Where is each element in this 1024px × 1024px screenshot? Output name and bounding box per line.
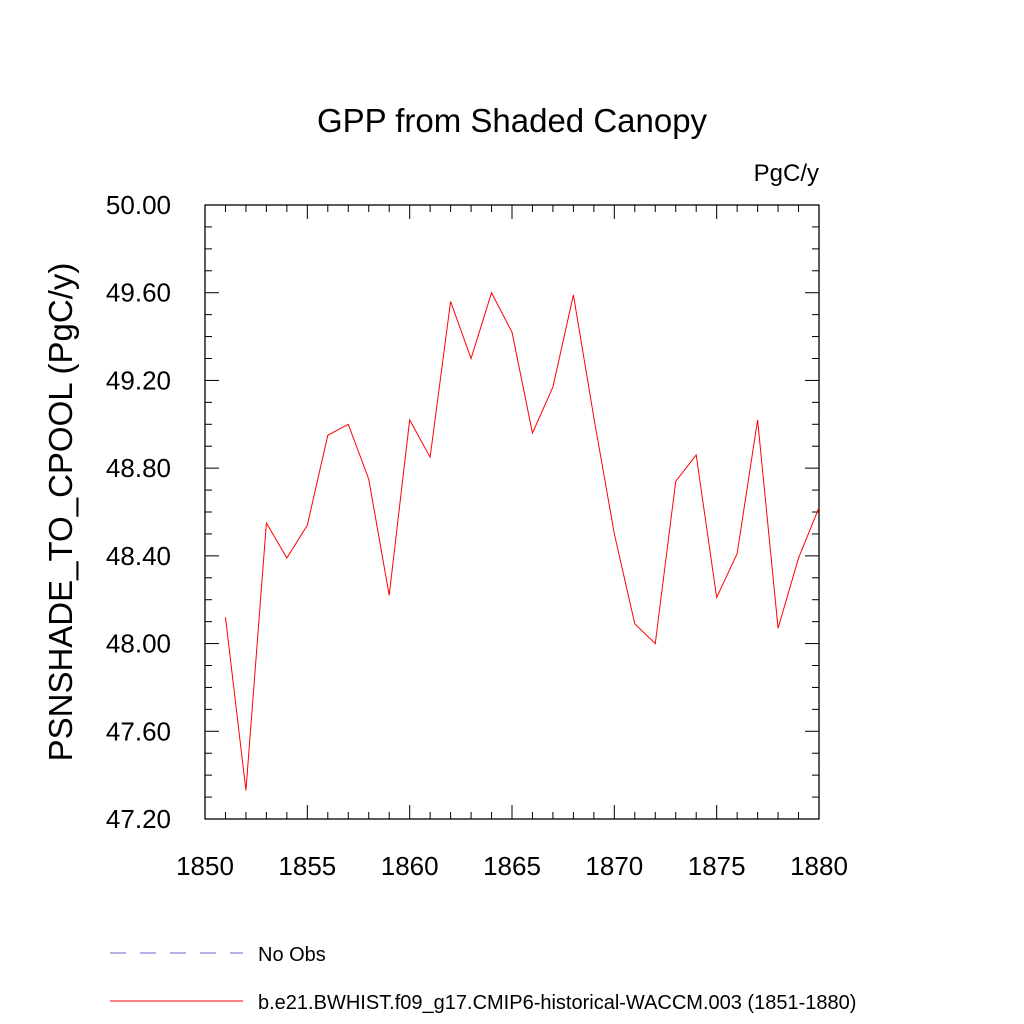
y-axis-label: PSNSHADE_TO_CPOOL (PgC/y) — [42, 263, 79, 762]
x-tick-label: 1870 — [585, 851, 643, 881]
x-tick-label: 1860 — [381, 851, 439, 881]
x-tick-label: 1865 — [483, 851, 541, 881]
axis-ticks — [204, 204, 820, 820]
y-tick-label: 50.00 — [106, 190, 171, 220]
plot-frame — [204, 204, 820, 820]
series-lines — [224, 291, 820, 791]
y-tick-label: 48.40 — [106, 541, 171, 571]
chart-title: GPP from Shaded Canopy — [317, 102, 708, 139]
y-tick-label: 49.60 — [106, 278, 171, 308]
x-tick-label: 1855 — [278, 851, 336, 881]
x-tick-labels: 1850 1855 1860 1865 1870 1875 1880 — [176, 851, 848, 881]
y-tick-label: 47.60 — [106, 716, 171, 746]
y-tick-labels: 47.20 47.60 48.00 48.40 48.80 49.20 49.60 50.00 — [106, 190, 171, 834]
series-line-1 — [224, 291, 820, 791]
x-tick-label: 1850 — [176, 851, 234, 881]
x-tick-label: 1880 — [790, 851, 848, 881]
legend: No Obs b.e21.BWHIST.f09_g17.CMIP6-histor… — [110, 944, 856, 1014]
y-tick-label: 48.00 — [106, 629, 171, 659]
x-tick-label: 1875 — [688, 851, 746, 881]
legend-label-model: b.e21.BWHIST.f09_g17.CMIP6-historical-WA… — [258, 992, 856, 1014]
units-label: PgC/y — [754, 160, 819, 187]
legend-label-no-obs: No Obs — [258, 944, 326, 966]
y-tick-label: 49.20 — [106, 365, 171, 395]
y-tick-label: 48.80 — [106, 453, 171, 483]
y-tick-label: 47.20 — [106, 804, 171, 834]
